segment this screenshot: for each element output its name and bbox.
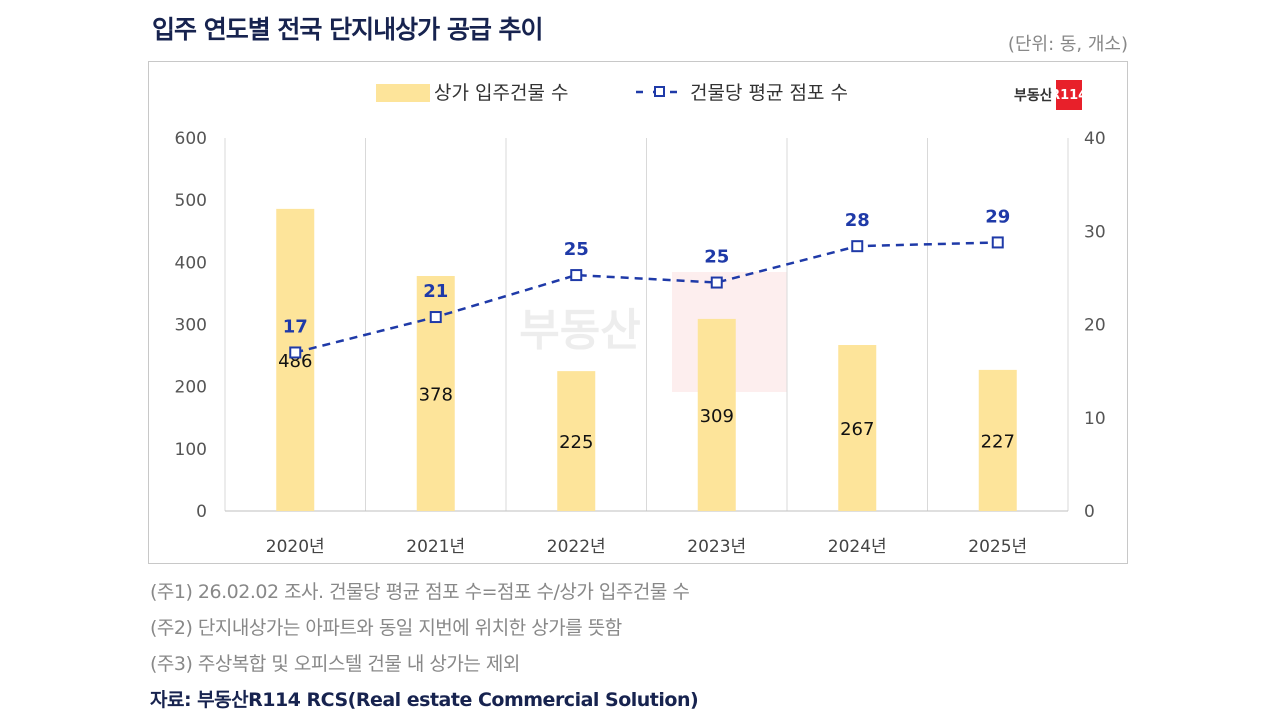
line-marker <box>570 269 583 282</box>
line-label: 17 <box>283 316 308 337</box>
note-3: (주3) 주상복합 및 오피스텔 건물 내 상가는 제외 <box>150 653 520 675</box>
note-2: (주2) 단지내상가는 아파트와 동일 지번에 위치한 상가를 뜻함 <box>150 617 622 639</box>
unit-label: (단위: 동, 개소) <box>1007 34 1128 55</box>
chart-title: 입주 연도별 전국 단지내상가 공급 추이 <box>152 15 544 44</box>
line-label: 25 <box>704 247 729 268</box>
y-left-tick: 0 <box>196 502 207 522</box>
bar-label: 378 <box>419 385 453 406</box>
legend-bar-swatch <box>376 84 430 102</box>
y-right-tick: 20 <box>1084 316 1106 336</box>
x-tick: 2025년 <box>968 537 1027 557</box>
bar-label: 486 <box>278 351 312 372</box>
bar-label: 227 <box>981 431 1015 452</box>
x-tick: 2021년 <box>406 537 465 557</box>
x-tick: 2020년 <box>266 537 325 557</box>
note-1: (주1) 26.02.02 조사. 건물당 평균 점포 수=점포 수/상가 입주… <box>150 581 690 603</box>
bar <box>276 208 315 511</box>
bar-label: 225 <box>559 432 593 453</box>
line-label: 29 <box>985 206 1010 227</box>
line-label: 28 <box>845 210 870 231</box>
y-left-tick: 500 <box>175 191 207 211</box>
line-marker <box>991 236 1004 249</box>
chart-frame <box>148 61 1128 564</box>
x-tick: 2022년 <box>547 537 606 557</box>
legend-line-marker <box>654 86 665 97</box>
x-tick: 2023년 <box>687 537 746 557</box>
line-marker <box>851 240 864 253</box>
y-left-tick: 400 <box>175 253 207 273</box>
y-left-tick: 600 <box>175 129 207 149</box>
y-right-tick: 10 <box>1084 409 1106 429</box>
y-right-tick: 40 <box>1084 129 1106 149</box>
y-right-tick: 0 <box>1084 502 1095 522</box>
line-marker <box>289 346 302 359</box>
line-label: 21 <box>423 281 448 302</box>
y-left-tick: 100 <box>175 440 207 460</box>
legend-bar-label: 상가 입주건물 수 <box>434 82 568 104</box>
line-marker <box>710 276 723 289</box>
bar <box>978 369 1017 511</box>
bar-label: 267 <box>840 419 874 440</box>
x-tick: 2024년 <box>828 537 887 557</box>
logo: 부동산 R114 <box>1014 80 1087 110</box>
y-right-tick: 30 <box>1084 222 1106 242</box>
line-label: 25 <box>564 239 589 260</box>
bar <box>838 345 877 511</box>
bar <box>557 371 596 511</box>
source: 자료: 부동산R114 RCS(Real estate Commercial S… <box>150 689 699 711</box>
bar <box>697 318 736 511</box>
notes: (주1) 26.02.02 조사. 건물당 평균 점포 수=점포 수/상가 입주… <box>150 574 690 682</box>
y-left-tick: 300 <box>175 316 207 336</box>
y-left-tick: 200 <box>175 378 207 398</box>
watermark-text: 부동산 <box>519 305 640 356</box>
line-marker <box>429 311 442 324</box>
legend-line-label: 건물당 평균 점포 수 <box>690 82 848 104</box>
bar-label: 309 <box>700 406 734 427</box>
